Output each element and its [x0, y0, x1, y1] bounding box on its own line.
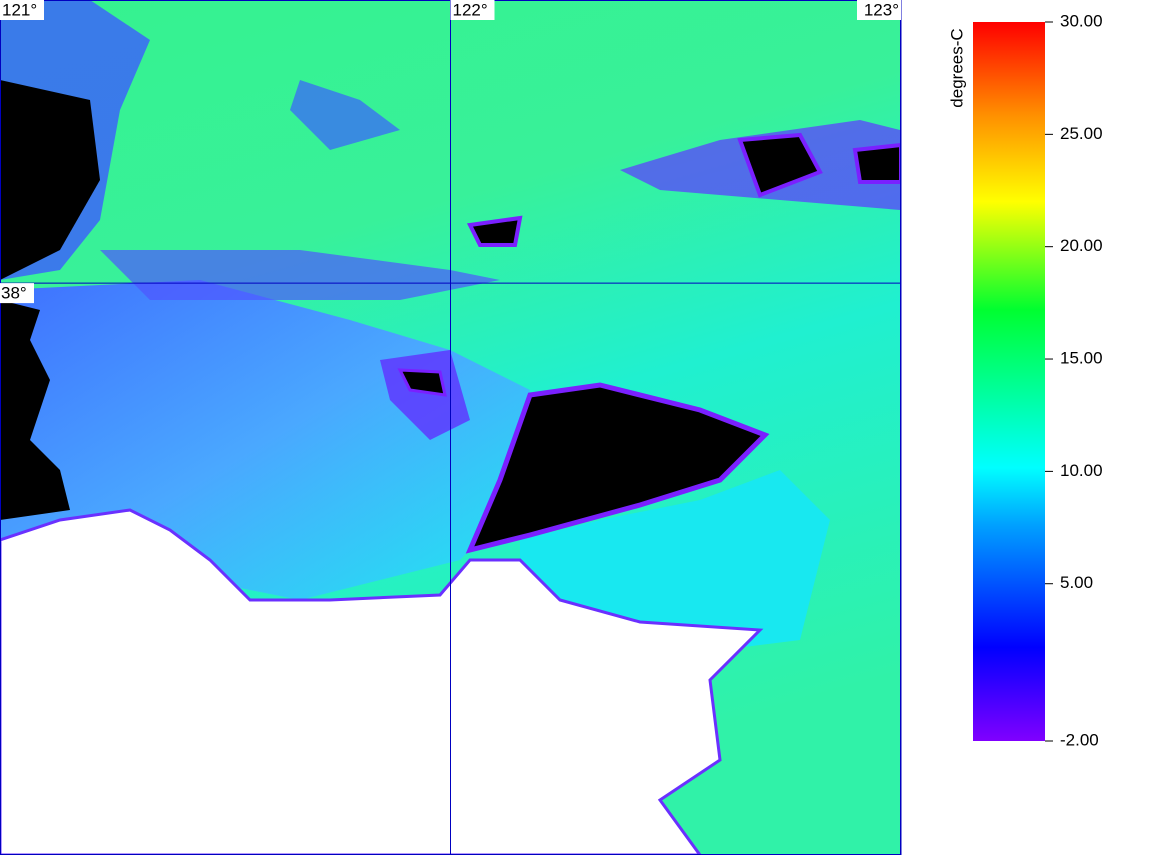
colorbar-label: 10.00: [1060, 461, 1103, 480]
label-bg: [0, 283, 34, 304]
colorbar: [973, 22, 1045, 741]
colorbar-label: 25.00: [1060, 124, 1103, 143]
colorbar-title: degrees-C: [947, 28, 966, 107]
label-bg: [450, 0, 495, 20]
colorbar-label: 20.00: [1060, 236, 1103, 255]
colorbar-label: 5.00: [1060, 573, 1093, 592]
colorbar-label: 30.00: [1060, 11, 1103, 30]
lon-label: 122°: [453, 0, 488, 19]
colorbar-label: 15.00: [1060, 349, 1103, 368]
colorbar-label: -2.00: [1060, 730, 1099, 749]
lon-label: 121°: [2, 0, 37, 19]
label-bg: [857, 0, 901, 20]
lon-label: 123°: [864, 0, 899, 19]
label-bg: [0, 0, 44, 20]
lat-label: 38°: [1, 284, 27, 303]
